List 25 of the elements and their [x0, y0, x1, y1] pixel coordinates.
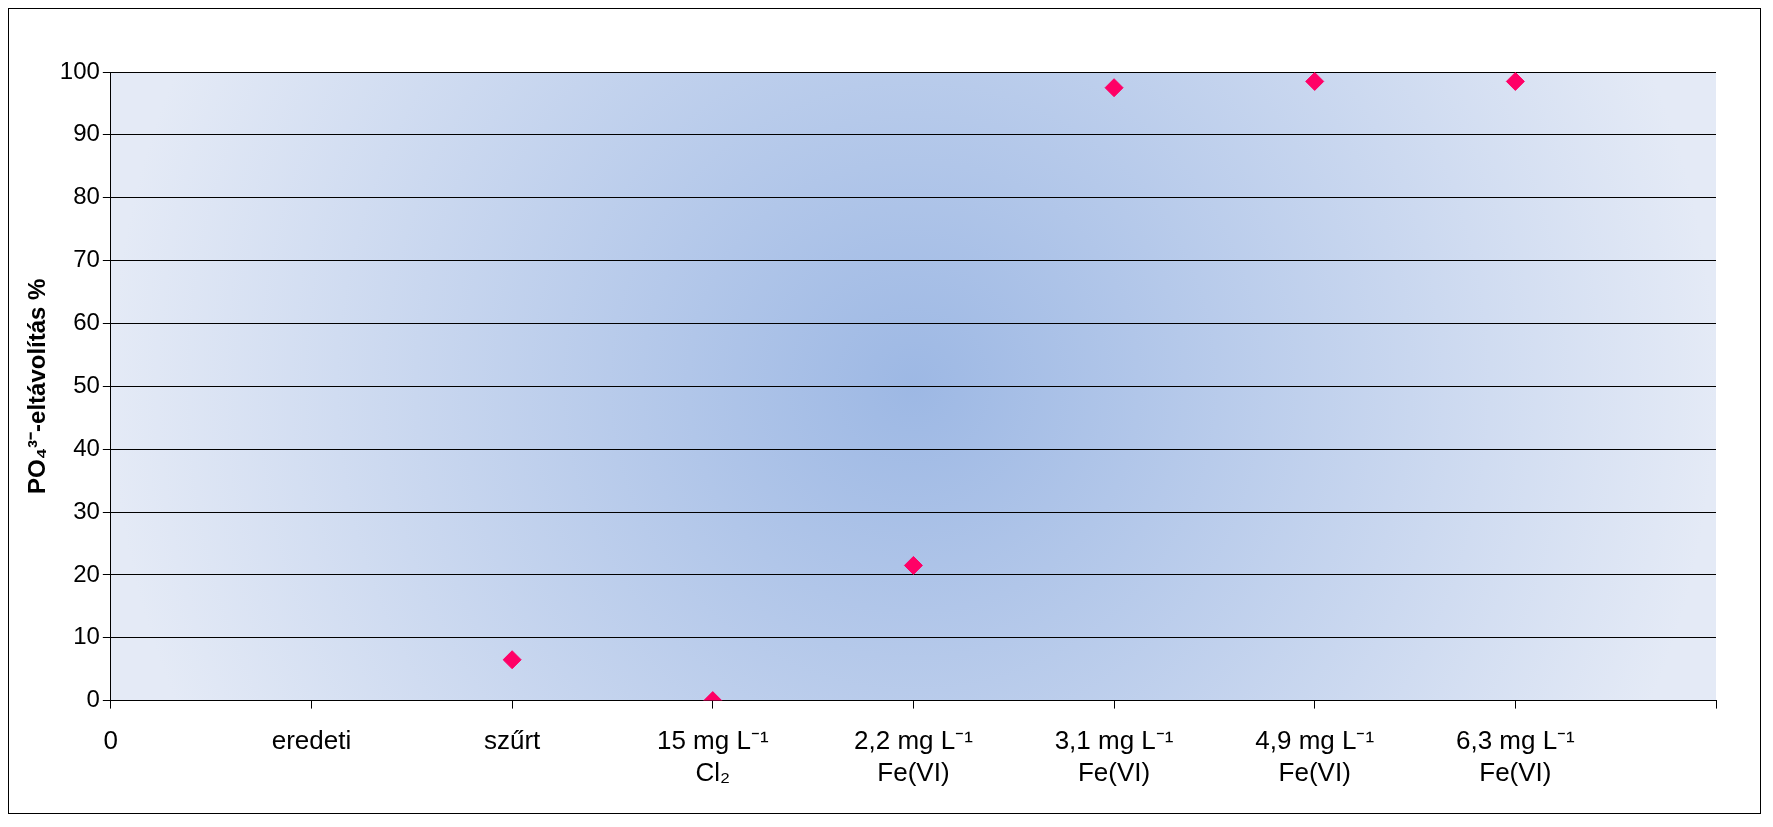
y-axis-title: PO₄³⁻-eltávolítás %	[23, 278, 51, 495]
x-tick-label: 3,1 mg L⁻¹ Fe(VI)	[1054, 725, 1174, 787]
point	[903, 555, 923, 575]
y-tick-label: 60	[73, 308, 100, 336]
point	[502, 650, 522, 670]
y-tick-label: 90	[73, 119, 100, 147]
x-tick-label: 4,9 mg L⁻¹ Fe(VI)	[1255, 725, 1375, 787]
x-tick-label: szűrt	[483, 725, 542, 756]
y-tick-label: 100	[59, 56, 100, 84]
y-tick-label: 40	[73, 433, 100, 461]
x-tick-label: eredeti	[271, 725, 352, 756]
x-tick-label: 6,3 mg L⁻¹ Fe(VI)	[1455, 725, 1576, 787]
x-tick-label: 2,2 mg L⁻¹ Fe(VI)	[854, 725, 974, 787]
point	[1104, 78, 1124, 98]
y-tick-label: 70	[73, 245, 100, 273]
y-tick-label: 30	[73, 496, 100, 524]
y-tick-label: 80	[73, 182, 100, 210]
point	[1305, 72, 1325, 91]
y-tick-label: 0	[86, 685, 100, 713]
y-tick-label: 50	[73, 370, 100, 398]
y-tick-label: 20	[73, 559, 100, 587]
point	[1505, 72, 1525, 91]
x-tick-label: 0	[103, 725, 119, 756]
y-tick-label: 10	[73, 622, 100, 650]
x-tick-label: 15 mg L⁻¹ Cl₂	[656, 725, 769, 787]
